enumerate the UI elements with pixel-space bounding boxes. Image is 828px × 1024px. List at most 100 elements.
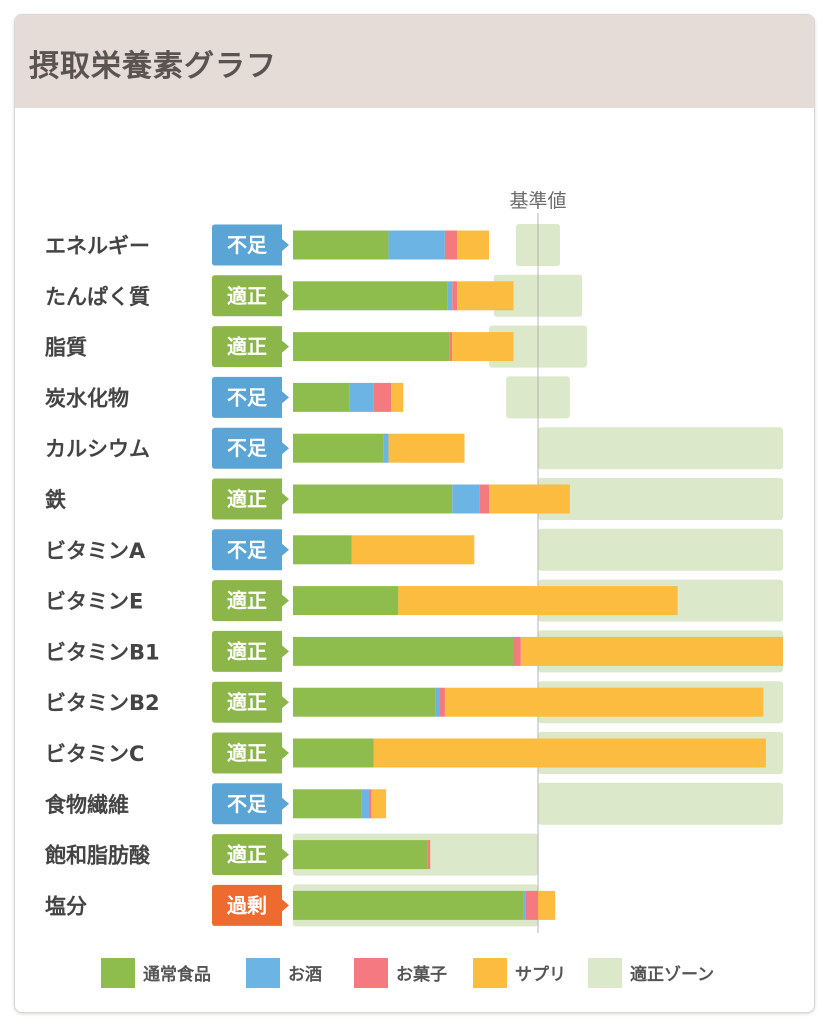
category-label: カルシウム (45, 437, 150, 461)
bar-segment (293, 433, 384, 463)
status-badge (212, 681, 289, 723)
bar-segment (388, 433, 465, 463)
status-badge (212, 326, 289, 368)
bar-segment (457, 230, 489, 260)
bar-segment (449, 332, 453, 362)
bar-segment (293, 230, 389, 260)
bar-segment (373, 738, 766, 768)
page-title: 摂取栄養素グラフ (29, 49, 277, 84)
bar-segment (293, 281, 448, 311)
bar-segment (489, 484, 570, 514)
status-badge-label: 過剰 (227, 893, 267, 917)
status-badge-label: 適正 (227, 589, 267, 613)
bar-segment (398, 586, 678, 616)
status-badge-label: 不足 (227, 233, 268, 257)
category-label: ビタミンB1 (45, 640, 160, 664)
bar-segment (293, 586, 399, 616)
status-badge (212, 732, 289, 774)
adequate-zone (538, 478, 783, 520)
bar-segment (293, 382, 350, 412)
bar-segment (427, 840, 431, 870)
adequate-zone (538, 427, 783, 470)
category-label: 飽和脂肪酸 (44, 844, 151, 868)
status-badge (212, 884, 289, 926)
legend-label: 通常食品 (143, 964, 211, 985)
bar-segment (293, 484, 453, 514)
bar-segment (368, 789, 372, 819)
bar-segment (293, 332, 450, 362)
bar-segment (391, 382, 404, 412)
status-badge-label: 適正 (227, 690, 267, 714)
bar-segment (383, 433, 389, 463)
status-badge (212, 427, 289, 469)
status-badge (212, 224, 289, 266)
legend-swatch (588, 958, 622, 988)
status-badge (212, 529, 289, 571)
bar-segment (520, 636, 783, 666)
status-badge (212, 478, 289, 520)
legend-label: サプリ (515, 964, 566, 985)
category-label: たんぱく質 (45, 285, 150, 309)
legend-label: お酒 (288, 964, 322, 985)
bar-segment (293, 789, 362, 819)
status-badge-label: 適正 (227, 335, 267, 359)
category-label: 脂質 (45, 336, 87, 360)
bar-segment (457, 281, 514, 311)
category-label: 食物繊維 (45, 793, 129, 817)
bar-segment (513, 636, 521, 666)
category-label: 炭水化物 (45, 386, 129, 410)
bar-segment (293, 840, 428, 870)
adequate-zone (538, 782, 783, 825)
bar-segment (440, 687, 445, 717)
bar-segment (525, 890, 538, 920)
status-badge (212, 275, 289, 317)
status-badge (212, 630, 289, 672)
status-badge-label: 不足 (227, 538, 268, 562)
category-label: ビタミンB2 (45, 691, 160, 715)
bar-segment (293, 535, 352, 565)
status-badge-label: 適正 (227, 487, 267, 511)
bar-segment (538, 890, 556, 920)
status-badge-label: 適正 (227, 843, 267, 867)
status-badge-label: 不足 (227, 385, 268, 409)
bar-segment (351, 535, 475, 565)
bar-segment (444, 687, 764, 717)
status-badge-label: 適正 (227, 741, 267, 765)
status-badge (212, 376, 289, 418)
bar-segment (361, 789, 369, 819)
status-badge-label: 不足 (227, 436, 268, 460)
legend-swatch (354, 958, 388, 988)
bar-segment (293, 738, 374, 768)
bar-segment (452, 332, 514, 362)
bar-segment (293, 890, 524, 920)
legend-swatch (101, 958, 135, 988)
legend-swatch (473, 958, 507, 988)
bar-segment (447, 281, 453, 311)
legend-label: 適正ゾーン (630, 964, 714, 985)
bar-segment (371, 789, 387, 819)
bar-segment (435, 687, 440, 717)
bar-segment (523, 890, 526, 920)
bar-segment (452, 281, 458, 311)
legend-label: お菓子 (396, 965, 447, 985)
category-label: ビタミンA (45, 539, 146, 563)
bar-segment (479, 484, 489, 514)
bar-segment (444, 230, 458, 260)
card-header: 摂取栄養素グラフ (15, 15, 814, 108)
bar-segment (293, 636, 514, 666)
status-badge (212, 580, 289, 622)
bar-segment (293, 687, 436, 717)
status-badge-label: 不足 (227, 792, 268, 816)
status-badge-label: 適正 (227, 284, 267, 308)
category-label: 塩分 (45, 894, 87, 918)
category-label: 鉄 (45, 488, 66, 512)
adequate-zone (538, 528, 783, 571)
bar-segment (373, 382, 391, 412)
category-label: ビタミンC (45, 742, 144, 766)
status-badge-label: 適正 (227, 639, 267, 663)
category-label: ビタミンE (45, 590, 143, 614)
status-badge (212, 834, 289, 876)
bar-segment (349, 382, 374, 412)
category-label: エネルギー (45, 234, 150, 258)
